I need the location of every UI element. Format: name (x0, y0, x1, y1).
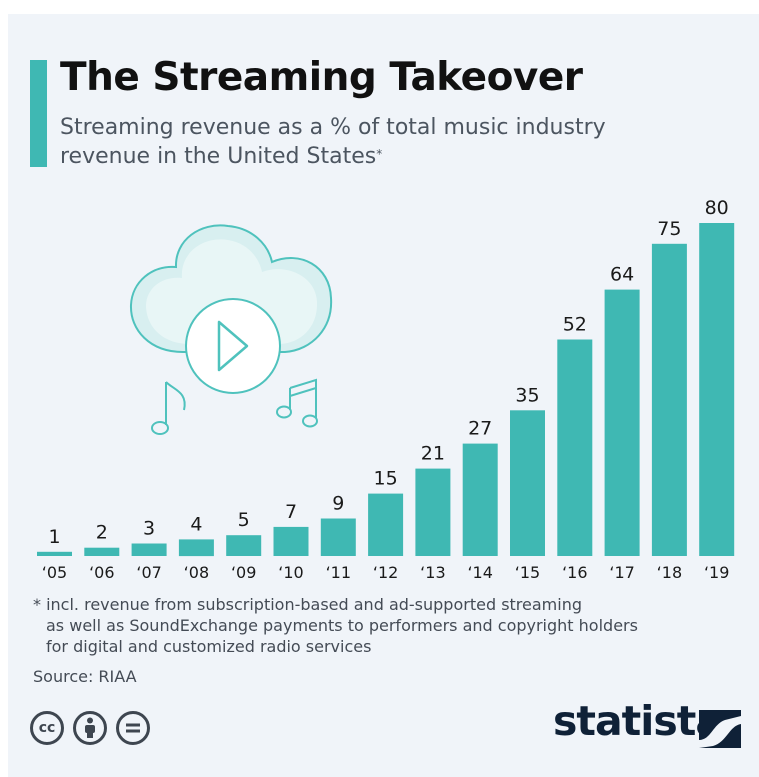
bar-10 (510, 410, 545, 556)
bar-12 (604, 289, 640, 556)
x-tick-label-11: ‘16 (562, 563, 587, 582)
x-tick-label-10: ‘15 (515, 563, 540, 582)
footnote: * incl. revenue from subscription-based … (33, 594, 733, 657)
bars-group (37, 223, 735, 557)
x-tick-label-9: ‘14 (467, 563, 492, 582)
value-label-4: 5 (238, 509, 250, 531)
x-tick-labels-group: ‘05 ‘06 ‘07 ‘08 ‘09 ‘10 ‘11 ‘12 ‘13 ‘14 ‘15 ‘16 ‘17 ‘… (42, 563, 730, 582)
statista-logo-icon[interactable] (699, 710, 741, 748)
value-label-13: 75 (657, 218, 681, 240)
double-music-note-icon (276, 378, 318, 428)
bar-5 (273, 526, 309, 556)
value-labels-group: 1 2 3 4 5 7 9 15 21 27 35 52 64 75 80 (48, 197, 728, 548)
x-tick-label-7: ‘12 (373, 563, 398, 582)
title-accent-bar (30, 60, 47, 167)
no-derivatives-icon[interactable] (116, 711, 150, 745)
value-label-5: 7 (285, 501, 297, 523)
chart-subtitle: Streaming revenue as a % of total music … (60, 113, 680, 171)
value-label-6: 9 (332, 493, 344, 515)
value-label-3: 4 (190, 513, 202, 535)
subtitle-footnote-marker: * (376, 147, 383, 161)
value-label-2: 3 (143, 518, 155, 540)
value-label-12: 64 (610, 264, 634, 286)
bar-8 (415, 468, 451, 556)
x-tick-label-6: ‘11 (326, 563, 351, 582)
x-tick-label-1: ‘06 (89, 563, 114, 582)
cc-icon[interactable]: cc (30, 711, 64, 745)
value-label-1: 2 (96, 522, 108, 544)
value-label-8: 21 (421, 443, 445, 465)
bar-4 (226, 535, 262, 556)
music-note-icon (151, 381, 186, 435)
bar-1 (84, 547, 120, 556)
x-tick-label-12: ‘17 (609, 563, 634, 582)
x-tick-label-2: ‘07 (136, 563, 161, 582)
attribution-icon[interactable] (73, 711, 107, 745)
cloud-music-illustration (129, 224, 333, 435)
value-label-7: 15 (374, 468, 398, 490)
x-tick-label-13: ‘18 (657, 563, 682, 582)
value-label-0: 1 (48, 526, 60, 548)
footnote-line-1: * incl. revenue from subscription-based … (33, 595, 582, 614)
play-button-circle (185, 298, 281, 394)
x-tick-label-3: ‘08 (184, 563, 209, 582)
x-tick-label-8: ‘13 (420, 563, 445, 582)
statista-wordmark[interactable]: statista (553, 697, 723, 745)
subtitle-text: Streaming revenue as a % of total music … (60, 115, 606, 169)
play-icon (217, 320, 249, 372)
chart-title: The Streaming Takeover (60, 55, 583, 100)
bar-14 (699, 223, 735, 556)
footnote-line-3: for digital and customized radio service… (46, 637, 372, 656)
x-tick-label-4: ‘09 (231, 563, 256, 582)
value-label-14: 80 (705, 197, 729, 219)
license-icons: cc (30, 711, 150, 745)
bar-7 (368, 493, 404, 556)
value-label-10: 35 (515, 384, 539, 406)
x-tick-label-0: ‘05 (42, 563, 67, 582)
bar-6 (320, 518, 356, 556)
value-label-11: 52 (563, 314, 587, 336)
bar-0 (37, 551, 72, 556)
bar-2 (131, 543, 167, 556)
footnote-line-2: as well as SoundExchange payments to per… (46, 616, 638, 635)
bar-11 (557, 339, 593, 556)
x-tick-label-14: ‘19 (704, 563, 729, 582)
x-tick-label-5: ‘10 (278, 563, 303, 582)
bar-9 (462, 443, 498, 556)
bar-3 (178, 539, 214, 557)
bar-13 (651, 243, 687, 557)
source-credit: Source: RIAA (33, 667, 137, 686)
value-label-9: 27 (468, 418, 492, 440)
